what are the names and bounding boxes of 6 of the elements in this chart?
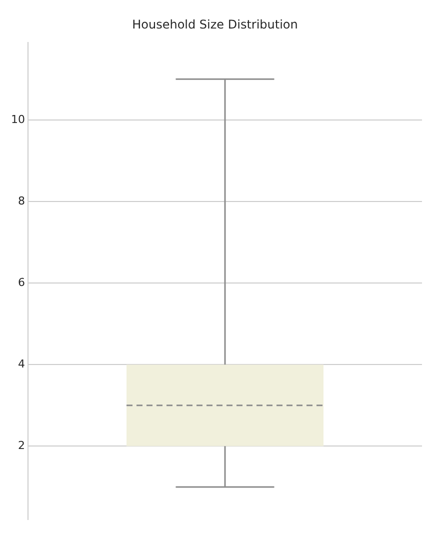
y-tick-label: 2 xyxy=(18,439,25,452)
y-tick-label: 10 xyxy=(10,112,25,126)
y-tick-label: 4 xyxy=(18,357,25,370)
y-tick-label: 6 xyxy=(18,276,25,289)
y-tick-label: 8 xyxy=(18,194,25,208)
chart-title: Household Size Distribution xyxy=(132,17,298,32)
